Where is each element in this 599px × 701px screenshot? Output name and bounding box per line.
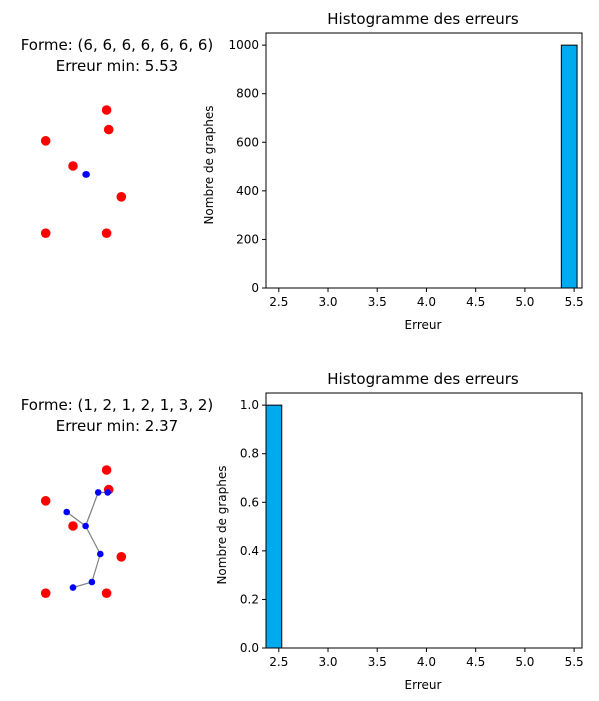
axes-frame bbox=[265, 32, 583, 289]
y-tick-label: 1000 bbox=[228, 38, 259, 52]
target-point bbox=[101, 105, 112, 115]
x-tick-label: 5.5 bbox=[565, 655, 584, 669]
scatter-plot bbox=[40, 465, 127, 598]
graph-edge bbox=[66, 511, 86, 527]
histogram-title: Histogramme des erreurs bbox=[327, 10, 519, 28]
y-tick-label: 1.0 bbox=[240, 398, 259, 412]
x-axis-label: Erreur bbox=[405, 318, 442, 332]
histogram: 2.5 3.0 3.5 4.0 4.5 5.0 5.5 0.0 0.2 0.4 0.6 0.8 1.0 bbox=[240, 392, 584, 669]
graph-node bbox=[94, 489, 102, 496]
x-tick-label: 5.0 bbox=[515, 295, 534, 309]
y-tick-label: 0.8 bbox=[240, 447, 259, 461]
x-tick-label: 2.5 bbox=[269, 295, 288, 309]
x-tick-label: 3.5 bbox=[368, 655, 387, 669]
axes-frame bbox=[265, 392, 583, 649]
x-tick-label: 3.0 bbox=[318, 295, 337, 309]
shape-title: Forme: (6, 6, 6, 6, 6, 6, 6) bbox=[21, 36, 214, 54]
target-point bbox=[101, 465, 112, 475]
graph-edge bbox=[91, 553, 101, 583]
x-axis-label: Erreur bbox=[405, 678, 442, 692]
histogram-bar bbox=[560, 44, 578, 289]
y-tick-label: 0 bbox=[251, 281, 259, 295]
y-axis-label: Nombre de graphes bbox=[215, 465, 229, 584]
scatter-plot bbox=[40, 105, 127, 238]
graph-edge bbox=[85, 492, 99, 527]
y-tick-label: 200 bbox=[236, 232, 259, 246]
histogram-bar bbox=[265, 404, 283, 649]
graph-node bbox=[63, 508, 70, 516]
x-tick-label: 5.5 bbox=[565, 295, 584, 309]
graph-node bbox=[97, 550, 104, 558]
graph-node bbox=[69, 584, 77, 591]
error-title: Erreur min: 2.37 bbox=[56, 417, 178, 435]
target-point bbox=[116, 552, 127, 562]
shape-title: Forme: (1, 2, 1, 2, 1, 3, 2) bbox=[21, 396, 214, 414]
graph-node bbox=[83, 171, 90, 178]
x-tick-label: 4.5 bbox=[466, 295, 485, 309]
graph-node bbox=[82, 522, 89, 530]
graph-node bbox=[104, 489, 111, 496]
graph-edge bbox=[85, 525, 101, 555]
error-title: Erreur min: 5.53 bbox=[56, 57, 178, 75]
x-tick-label: 3.0 bbox=[318, 655, 337, 669]
target-point bbox=[68, 161, 78, 171]
target-point bbox=[101, 228, 112, 238]
histogram: 2.5 3.0 3.5 4.0 4.5 5.0 5.5 0 200 400 600 800 1000 bbox=[228, 32, 584, 309]
x-tick-label: 4.5 bbox=[466, 655, 485, 669]
y-tick-label: 800 bbox=[236, 87, 259, 101]
y-tick-label: 600 bbox=[236, 135, 259, 149]
target-point bbox=[40, 496, 51, 506]
target-point bbox=[116, 192, 127, 202]
y-axis-label: Nombre de graphes bbox=[202, 105, 216, 224]
y-tick-label: 0.2 bbox=[240, 592, 259, 606]
y-tick-label: 0.6 bbox=[240, 495, 259, 509]
y-tick-label: 400 bbox=[236, 184, 259, 198]
x-tick-label: 2.5 bbox=[269, 655, 288, 669]
graph-node bbox=[88, 578, 96, 586]
x-tick-label: 5.0 bbox=[515, 655, 534, 669]
y-tick-label: 0.4 bbox=[240, 544, 259, 558]
panel-bottom: Forme: (1, 2, 1, 2, 1, 3, 2) Erreur min:… bbox=[21, 370, 584, 692]
x-tick-label: 4.0 bbox=[417, 655, 436, 669]
target-point bbox=[40, 588, 51, 598]
x-tick-label: 3.5 bbox=[368, 295, 387, 309]
y-tick-label: 0.0 bbox=[240, 641, 259, 655]
target-point bbox=[68, 521, 78, 531]
target-point bbox=[101, 588, 112, 598]
target-point bbox=[40, 228, 51, 238]
panel-top: Forme: (6, 6, 6, 6, 6, 6, 6) Erreur min:… bbox=[21, 10, 584, 332]
histogram-title: Histogramme des erreurs bbox=[327, 370, 519, 388]
x-tick-label: 4.0 bbox=[417, 295, 436, 309]
target-point bbox=[40, 136, 51, 146]
target-point bbox=[103, 124, 114, 135]
